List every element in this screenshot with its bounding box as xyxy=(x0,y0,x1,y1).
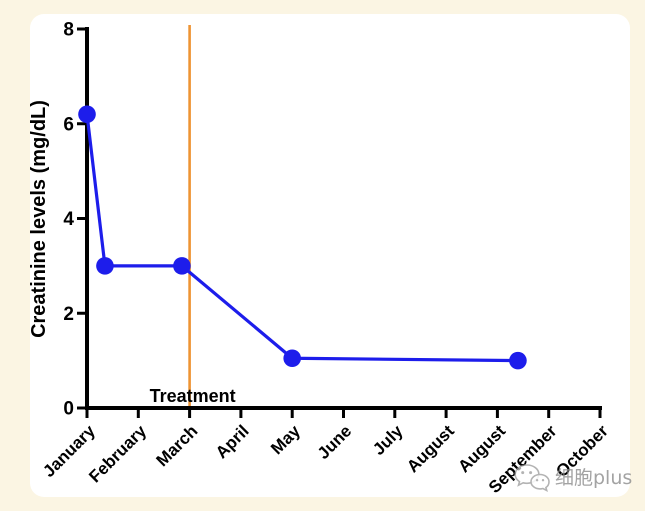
y-tick-label: 6 xyxy=(63,114,74,135)
y-tick-label: 2 xyxy=(63,304,74,325)
data-point xyxy=(173,257,191,275)
y-tick-label: 8 xyxy=(63,20,74,41)
x-tick-label: October xyxy=(552,421,612,481)
y-axis-title: Creatinine levels (mg/dL) xyxy=(28,100,50,338)
x-tick-label: February xyxy=(85,421,150,486)
data-point xyxy=(509,351,527,370)
x-tick-label: April xyxy=(212,421,253,462)
x-tick-label: March xyxy=(153,421,202,470)
data-point xyxy=(96,257,114,275)
x-tick-label: July xyxy=(369,421,407,459)
x-tick-label: June xyxy=(314,421,355,462)
data-point xyxy=(283,349,302,368)
treatment-label: Treatment xyxy=(150,386,236,406)
data-point xyxy=(78,105,96,124)
x-tick-label: August xyxy=(403,421,458,476)
x-tick-label: May xyxy=(267,421,304,458)
y-tick-label: 4 xyxy=(63,209,74,230)
series-line xyxy=(85,114,518,363)
chart-card xyxy=(30,14,630,497)
y-tick-label: 0 xyxy=(63,399,74,420)
